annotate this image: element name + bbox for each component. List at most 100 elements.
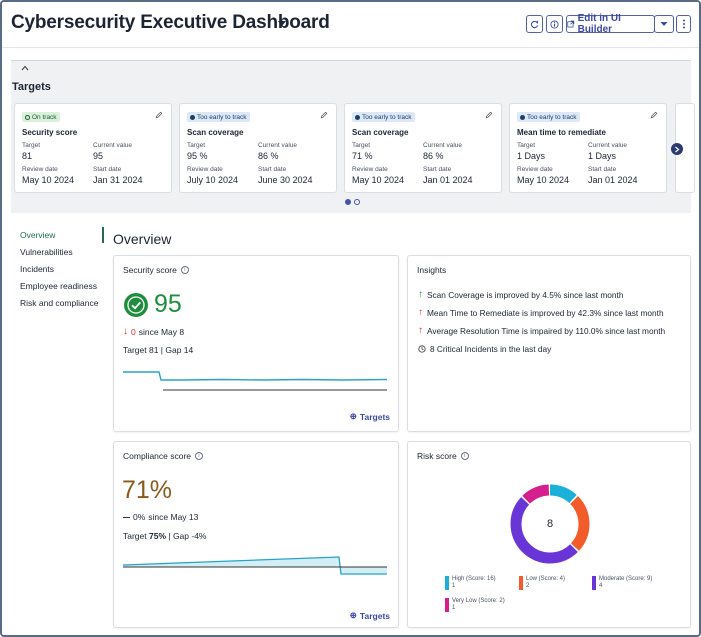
pagination-dot[interactable]	[354, 199, 360, 205]
donut-slice[interactable]	[510, 484, 590, 564]
security-score-card: Security score i 95 ↓ 0 since May 8 Targ…	[113, 255, 399, 432]
target-card[interactable]: Too early to track Scan coverage Target …	[179, 103, 337, 193]
card-title: Risk score i	[417, 451, 469, 461]
nav-item-incidents[interactable]: Incidents	[20, 264, 55, 274]
start-label: Start date	[258, 166, 287, 173]
carousel-next-button[interactable]	[671, 143, 683, 155]
info-icon[interactable]: i	[180, 266, 189, 274]
edit-dropdown-button[interactable]	[654, 15, 674, 33]
info-button[interactable]	[546, 15, 563, 33]
collapse-chevron-up-icon[interactable]	[21, 63, 29, 73]
pencil-icon[interactable]	[650, 111, 658, 119]
page-title: Cybersecurity Executive Dashboard	[11, 12, 330, 33]
target-value: 95 %	[187, 151, 208, 161]
current-value: 86 %	[423, 151, 444, 161]
current-value: 1 Days	[588, 151, 617, 161]
target-icon: ⊕	[349, 411, 357, 421]
nav-item-vulnerabilities[interactable]: Vulnerabilities	[20, 247, 73, 257]
insight-text: 8 Critical Incidents in the last day	[430, 344, 552, 354]
arrow-down-icon: ↓	[123, 326, 128, 337]
insight-item: ↑ Mean Time to Remediate is improved by …	[418, 307, 664, 318]
target-value: 81	[22, 151, 33, 161]
status-badge: Too early to track	[187, 112, 250, 122]
nav-item-overview[interactable]: Overview	[20, 230, 56, 240]
current-value: 95	[93, 151, 104, 161]
info-icon[interactable]: i	[195, 452, 204, 460]
insight-text: Scan Coverage is improved by 4.5% since …	[427, 289, 624, 300]
edit-in-ui-builder-button[interactable]: Edit in UI Builder	[566, 13, 655, 35]
target-gap-prefix: Target	[123, 531, 149, 541]
review-label: Review date	[187, 166, 223, 173]
targets-link-label: Targets	[359, 411, 390, 422]
security-targets-link[interactable]: ⊕ Targets	[350, 411, 390, 422]
risk-score-card: Risk score i 8 High (Score: 16) 1 Low (Sc…	[407, 441, 691, 628]
pencil-icon[interactable]	[320, 111, 328, 119]
side-nav: Overview Vulnerabilities Incidents Emplo…	[20, 229, 108, 314]
insights-card: Insights ↑ Scan Coverage is improved by …	[407, 255, 691, 432]
security-score-value: 95	[154, 290, 182, 318]
security-score-target-gap: Target 81 | Gap 14	[123, 345, 194, 355]
chevron-right-icon	[675, 146, 680, 152]
pencil-icon[interactable]	[155, 111, 163, 119]
overview-title: Overview	[113, 231, 172, 247]
target-name: Scan coverage	[352, 128, 409, 137]
target-card[interactable]: Too early to track Scan coverage Target …	[344, 103, 502, 193]
risk-score-title: Risk score	[417, 451, 457, 461]
arrow-up-icon: ↑	[418, 307, 423, 318]
compliance-score-card: Compliance score i 71% 0% since May 13 T…	[113, 441, 399, 628]
refresh-icon	[530, 20, 539, 28]
status-dot-icon	[355, 114, 360, 120]
pencil-icon[interactable]	[485, 111, 493, 119]
clock-icon	[418, 345, 426, 353]
title-dropdown-icon[interactable]	[278, 21, 286, 26]
status-badge: Too early to track	[352, 112, 415, 122]
start-date: Jan 31 2024	[93, 175, 143, 185]
security-score-sparkline	[123, 371, 388, 391]
current-value: 86 %	[258, 151, 279, 161]
check-circle-icon	[25, 114, 30, 120]
check-circle-icon	[124, 293, 148, 317]
arrow-up-icon: ↑	[418, 325, 423, 336]
target-gap-value: 75%	[149, 531, 167, 541]
refresh-button[interactable]	[526, 15, 543, 33]
compliance-score-delta: 0%	[133, 512, 146, 522]
donut-slice[interactable]	[510, 484, 590, 564]
compliance-score-delta-row: 0% since May 13	[123, 512, 198, 522]
insight-text: Mean Time to Remediate is improved by 42…	[427, 307, 664, 318]
security-score-delta-row: ↓ 0 since May 8	[123, 326, 184, 337]
review-date: May 10 2024	[352, 175, 405, 185]
more-options-button[interactable]	[676, 15, 691, 33]
status-badge: On track	[22, 112, 60, 122]
legend-item: High (Score: 16) 1	[445, 576, 496, 590]
target-card[interactable]: Too early to track Mean time to remediat…	[509, 103, 667, 193]
targets-section: Targets On track Security score Target 8…	[11, 60, 695, 213]
targets-title: Targets	[12, 81, 51, 93]
legend-swatch	[519, 576, 523, 590]
target-name: Mean time to remediate	[517, 128, 606, 137]
current-label: Current value	[93, 142, 133, 149]
compliance-score-target-gap: Target 75% | Gap -4%	[123, 531, 207, 541]
current-label: Current value	[423, 142, 463, 149]
start-label: Start date	[423, 166, 452, 173]
donut-slice[interactable]	[510, 484, 590, 564]
nav-item-employee-readiness[interactable]: Employee readiness	[20, 281, 98, 291]
compliance-score-since: since May 13	[148, 512, 199, 522]
nav-item-risk-and-compliance[interactable]: Risk and compliance	[20, 298, 99, 308]
compliance-targets-link[interactable]: ⊕ Targets	[350, 610, 390, 621]
review-date: May 10 2024	[22, 175, 75, 185]
pagination-dot[interactable]	[345, 199, 351, 205]
card-title: Security score i	[123, 265, 189, 275]
info-icon[interactable]: i	[460, 452, 469, 460]
nav-active-indicator	[102, 227, 104, 243]
compliance-score-title: Compliance score	[123, 451, 192, 461]
legend-label: High (Score: 16)	[452, 576, 496, 582]
legend-item: Very Low (Score: 2) 1	[445, 598, 505, 612]
compliance-score-sparkline	[123, 556, 387, 575]
legend-count: 4	[599, 583, 603, 589]
status-dot-icon	[520, 114, 525, 120]
targets-link-label: Targets	[359, 610, 390, 621]
target-card[interactable]: On track Security score Target 81 Curren…	[14, 103, 172, 193]
security-score-since: since May 8	[138, 326, 185, 337]
legend-swatch	[445, 576, 449, 590]
